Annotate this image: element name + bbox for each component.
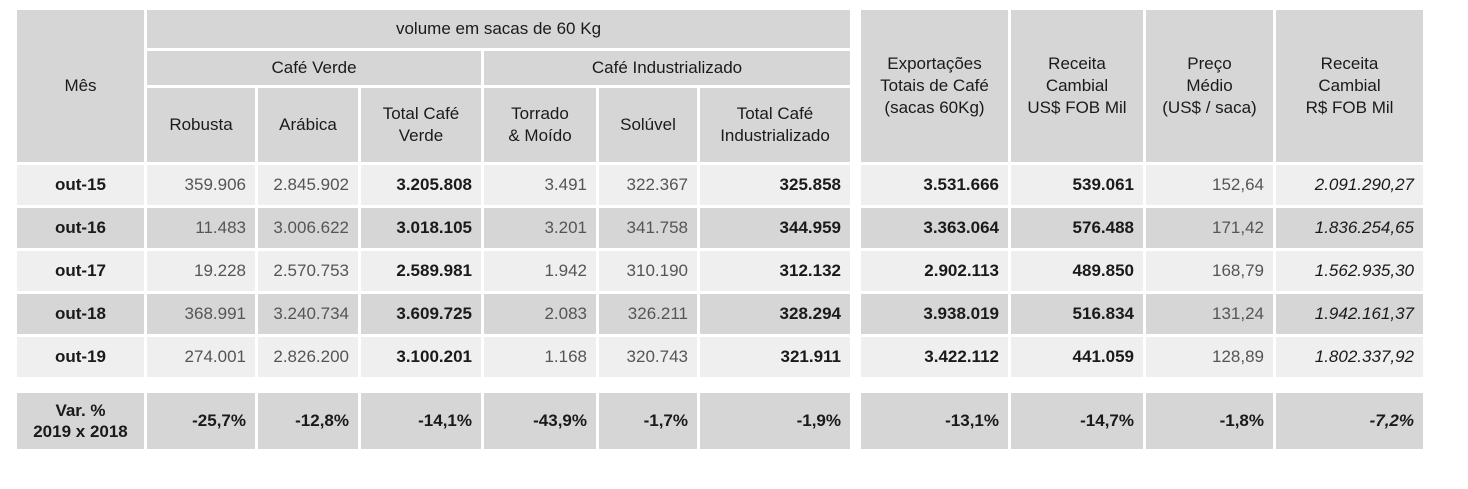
cell-var-label: Var. % 2019 x 2018 [17, 393, 144, 449]
cell-receita-usd: 539.061 [1011, 165, 1143, 205]
cell-preco: 171,42 [1146, 208, 1273, 248]
cell-receita-usd: 516.834 [1011, 294, 1143, 334]
cell-receita-brl: 1.836.254,65 [1276, 208, 1423, 248]
cell-total-verde: 3.100.201 [361, 337, 481, 377]
cell-receita-brl: 2.091.290,27 [1276, 165, 1423, 205]
cell-mes: out-16 [17, 208, 144, 248]
header-robusta: Robusta [147, 88, 255, 162]
header-total-industrializado: Total Café Industrializado [700, 88, 850, 162]
cell-mes: out-15 [17, 165, 144, 205]
cell-soluvel: 320.743 [599, 337, 697, 377]
table-row: out-19 274.001 2.826.200 3.100.201 1.168… [17, 337, 1423, 377]
cell-arabica: 2.845.902 [258, 165, 358, 205]
cell-arabica: 3.006.622 [258, 208, 358, 248]
header-torrado-moido: Torrado & Moído [484, 88, 596, 162]
header-cafe-industrializado: Café Industrializado [484, 51, 850, 85]
cell-soluvel: 326.211 [599, 294, 697, 334]
cell-total-industrializado: 325.858 [700, 165, 850, 205]
cell-var-torrado: -43,9% [484, 393, 596, 449]
cell-var-total-industrializado: -1,9% [700, 393, 850, 449]
cell-var-receita-brl: -7,2% [1276, 393, 1423, 449]
cell-exportacoes: 3.363.064 [861, 208, 1008, 248]
variation-row: Var. % 2019 x 2018 -25,7% -12,8% -14,1% … [17, 393, 1423, 449]
header-exportacoes: Exportações Totais de Café (sacas 60Kg) [861, 10, 1008, 162]
cell-torrado: 1.942 [484, 251, 596, 291]
cell-var-exportacoes: -13,1% [861, 393, 1008, 449]
cell-total-verde: 3.205.808 [361, 165, 481, 205]
cell-receita-brl: 1.802.337,92 [1276, 337, 1423, 377]
cell-var-receita-usd: -14,7% [1011, 393, 1143, 449]
cell-mes: out-18 [17, 294, 144, 334]
cell-total-verde: 3.609.725 [361, 294, 481, 334]
cell-robusta: 274.001 [147, 337, 255, 377]
cell-exportacoes: 3.531.666 [861, 165, 1008, 205]
header-soluvel: Solúvel [599, 88, 697, 162]
cell-receita-usd: 489.850 [1011, 251, 1143, 291]
cell-soluvel: 310.190 [599, 251, 697, 291]
table-row: out-17 19.228 2.570.753 2.589.981 1.942 … [17, 251, 1423, 291]
header-mes: Mês [17, 10, 144, 162]
cell-receita-usd: 441.059 [1011, 337, 1143, 377]
cell-total-industrializado: 328.294 [700, 294, 850, 334]
cell-arabica: 2.826.200 [258, 337, 358, 377]
cell-var-robusta: -25,7% [147, 393, 255, 449]
cell-total-verde: 2.589.981 [361, 251, 481, 291]
cell-torrado: 3.491 [484, 165, 596, 205]
cell-preco: 168,79 [1146, 251, 1273, 291]
cell-exportacoes: 3.422.112 [861, 337, 1008, 377]
cell-preco: 152,64 [1146, 165, 1273, 205]
cell-arabica: 3.240.734 [258, 294, 358, 334]
cell-receita-brl: 1.942.161,37 [1276, 294, 1423, 334]
cell-total-verde: 3.018.105 [361, 208, 481, 248]
cell-exportacoes: 3.938.019 [861, 294, 1008, 334]
cell-preco: 131,24 [1146, 294, 1273, 334]
cell-soluvel: 341.758 [599, 208, 697, 248]
cell-torrado: 1.168 [484, 337, 596, 377]
table-row: out-15 359.906 2.845.902 3.205.808 3.491… [17, 165, 1423, 205]
cell-torrado: 3.201 [484, 208, 596, 248]
cell-total-industrializado: 321.911 [700, 337, 850, 377]
header-cafe-verde: Café Verde [147, 51, 481, 85]
header-volume-title: volume em sacas de 60 Kg [147, 10, 850, 48]
header-preco-medio: Preço Médio (US$ / saca) [1146, 10, 1273, 162]
header-total-verde: Total Café Verde [361, 88, 481, 162]
cell-receita-usd: 576.488 [1011, 208, 1143, 248]
header-receita-usd: Receita Cambial US$ FOB Mil [1011, 10, 1143, 162]
coffee-exports-table: Mês volume em sacas de 60 Kg Exportações… [14, 7, 1426, 452]
cell-var-preco: -1,8% [1146, 393, 1273, 449]
cell-exportacoes: 2.902.113 [861, 251, 1008, 291]
cell-robusta: 11.483 [147, 208, 255, 248]
cell-preco: 128,89 [1146, 337, 1273, 377]
cell-var-total-verde: -14,1% [361, 393, 481, 449]
cell-torrado: 2.083 [484, 294, 596, 334]
cell-arabica: 2.570.753 [258, 251, 358, 291]
table-row: out-16 11.483 3.006.622 3.018.105 3.201 … [17, 208, 1423, 248]
cell-total-industrializado: 312.132 [700, 251, 850, 291]
table-row: out-18 368.991 3.240.734 3.609.725 2.083… [17, 294, 1423, 334]
cell-mes: out-17 [17, 251, 144, 291]
cell-robusta: 368.991 [147, 294, 255, 334]
cell-var-soluvel: -1,7% [599, 393, 697, 449]
header-receita-brl: Receita Cambial R$ FOB Mil [1276, 10, 1423, 162]
cell-total-industrializado: 344.959 [700, 208, 850, 248]
cell-soluvel: 322.367 [599, 165, 697, 205]
cell-mes: out-19 [17, 337, 144, 377]
cell-robusta: 19.228 [147, 251, 255, 291]
cell-robusta: 359.906 [147, 165, 255, 205]
cell-var-arabica: -12,8% [258, 393, 358, 449]
cell-receita-brl: 1.562.935,30 [1276, 251, 1423, 291]
header-arabica: Arábica [258, 88, 358, 162]
